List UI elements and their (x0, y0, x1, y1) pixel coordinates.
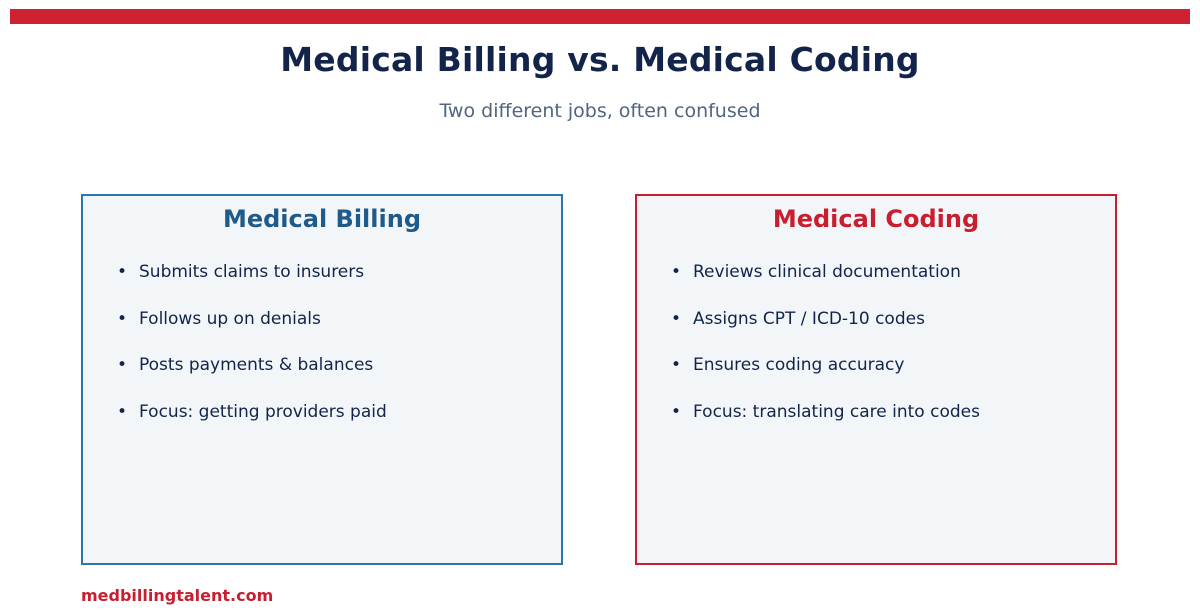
list-item: • Focus: translating care into codes (671, 402, 980, 449)
list-item-text: Posts payments & balances (139, 355, 374, 375)
list-item-text: Reviews clinical documentation (693, 262, 961, 282)
billing-duties-list: • Submits claims to insurers • Follows up … (117, 262, 387, 448)
bullet-icon: • (671, 355, 682, 375)
page-subtitle: Two different jobs, often confused (439, 100, 761, 122)
bullet-icon: • (671, 308, 682, 329)
bullet-icon: • (117, 308, 128, 329)
page-title: Medical Billing vs. Medical Coding (280, 40, 920, 79)
bullet-icon: • (671, 262, 682, 282)
list-item-text: Submits claims to insurers (139, 262, 365, 282)
bullet-icon: • (117, 401, 128, 422)
list-item: • Focus: getting providers paid (117, 402, 387, 449)
medical-coding-card: Medical Coding • Reviews clinical documen… (635, 194, 1117, 565)
bullet-icon: • (671, 401, 682, 422)
list-item-text: Assigns CPT / ICD-10 codes (693, 308, 925, 329)
list-item-text: Focus: translating care into codes (693, 401, 980, 422)
card-title: Medical Coding (772, 205, 980, 233)
list-item-text: Follows up on denials (139, 308, 321, 329)
list-item: • Submits claims to insurers (117, 262, 387, 309)
list-item-text: Ensures coding accuracy (693, 355, 905, 375)
list-item: • Ensures coding accuracy (671, 355, 980, 402)
bullet-icon: • (117, 262, 128, 282)
list-item-text: Focus: getting providers paid (139, 401, 387, 422)
top-accent-bar (10, 9, 1190, 24)
card-title: Medical Billing (222, 205, 422, 233)
footer-website-link[interactable]: medbillingtalent.com (81, 586, 274, 605)
list-item: • Assigns CPT / ICD-10 codes (671, 309, 980, 356)
list-item: • Reviews clinical documentation (671, 262, 980, 309)
bullet-icon: • (117, 355, 128, 375)
list-item: • Follows up on denials (117, 309, 387, 356)
coding-duties-list: • Reviews clinical documentation • Assigns… (671, 262, 980, 448)
medical-billing-card: Medical Billing • Submits claims to insur… (81, 194, 563, 565)
list-item: • Posts payments & balances (117, 355, 387, 402)
